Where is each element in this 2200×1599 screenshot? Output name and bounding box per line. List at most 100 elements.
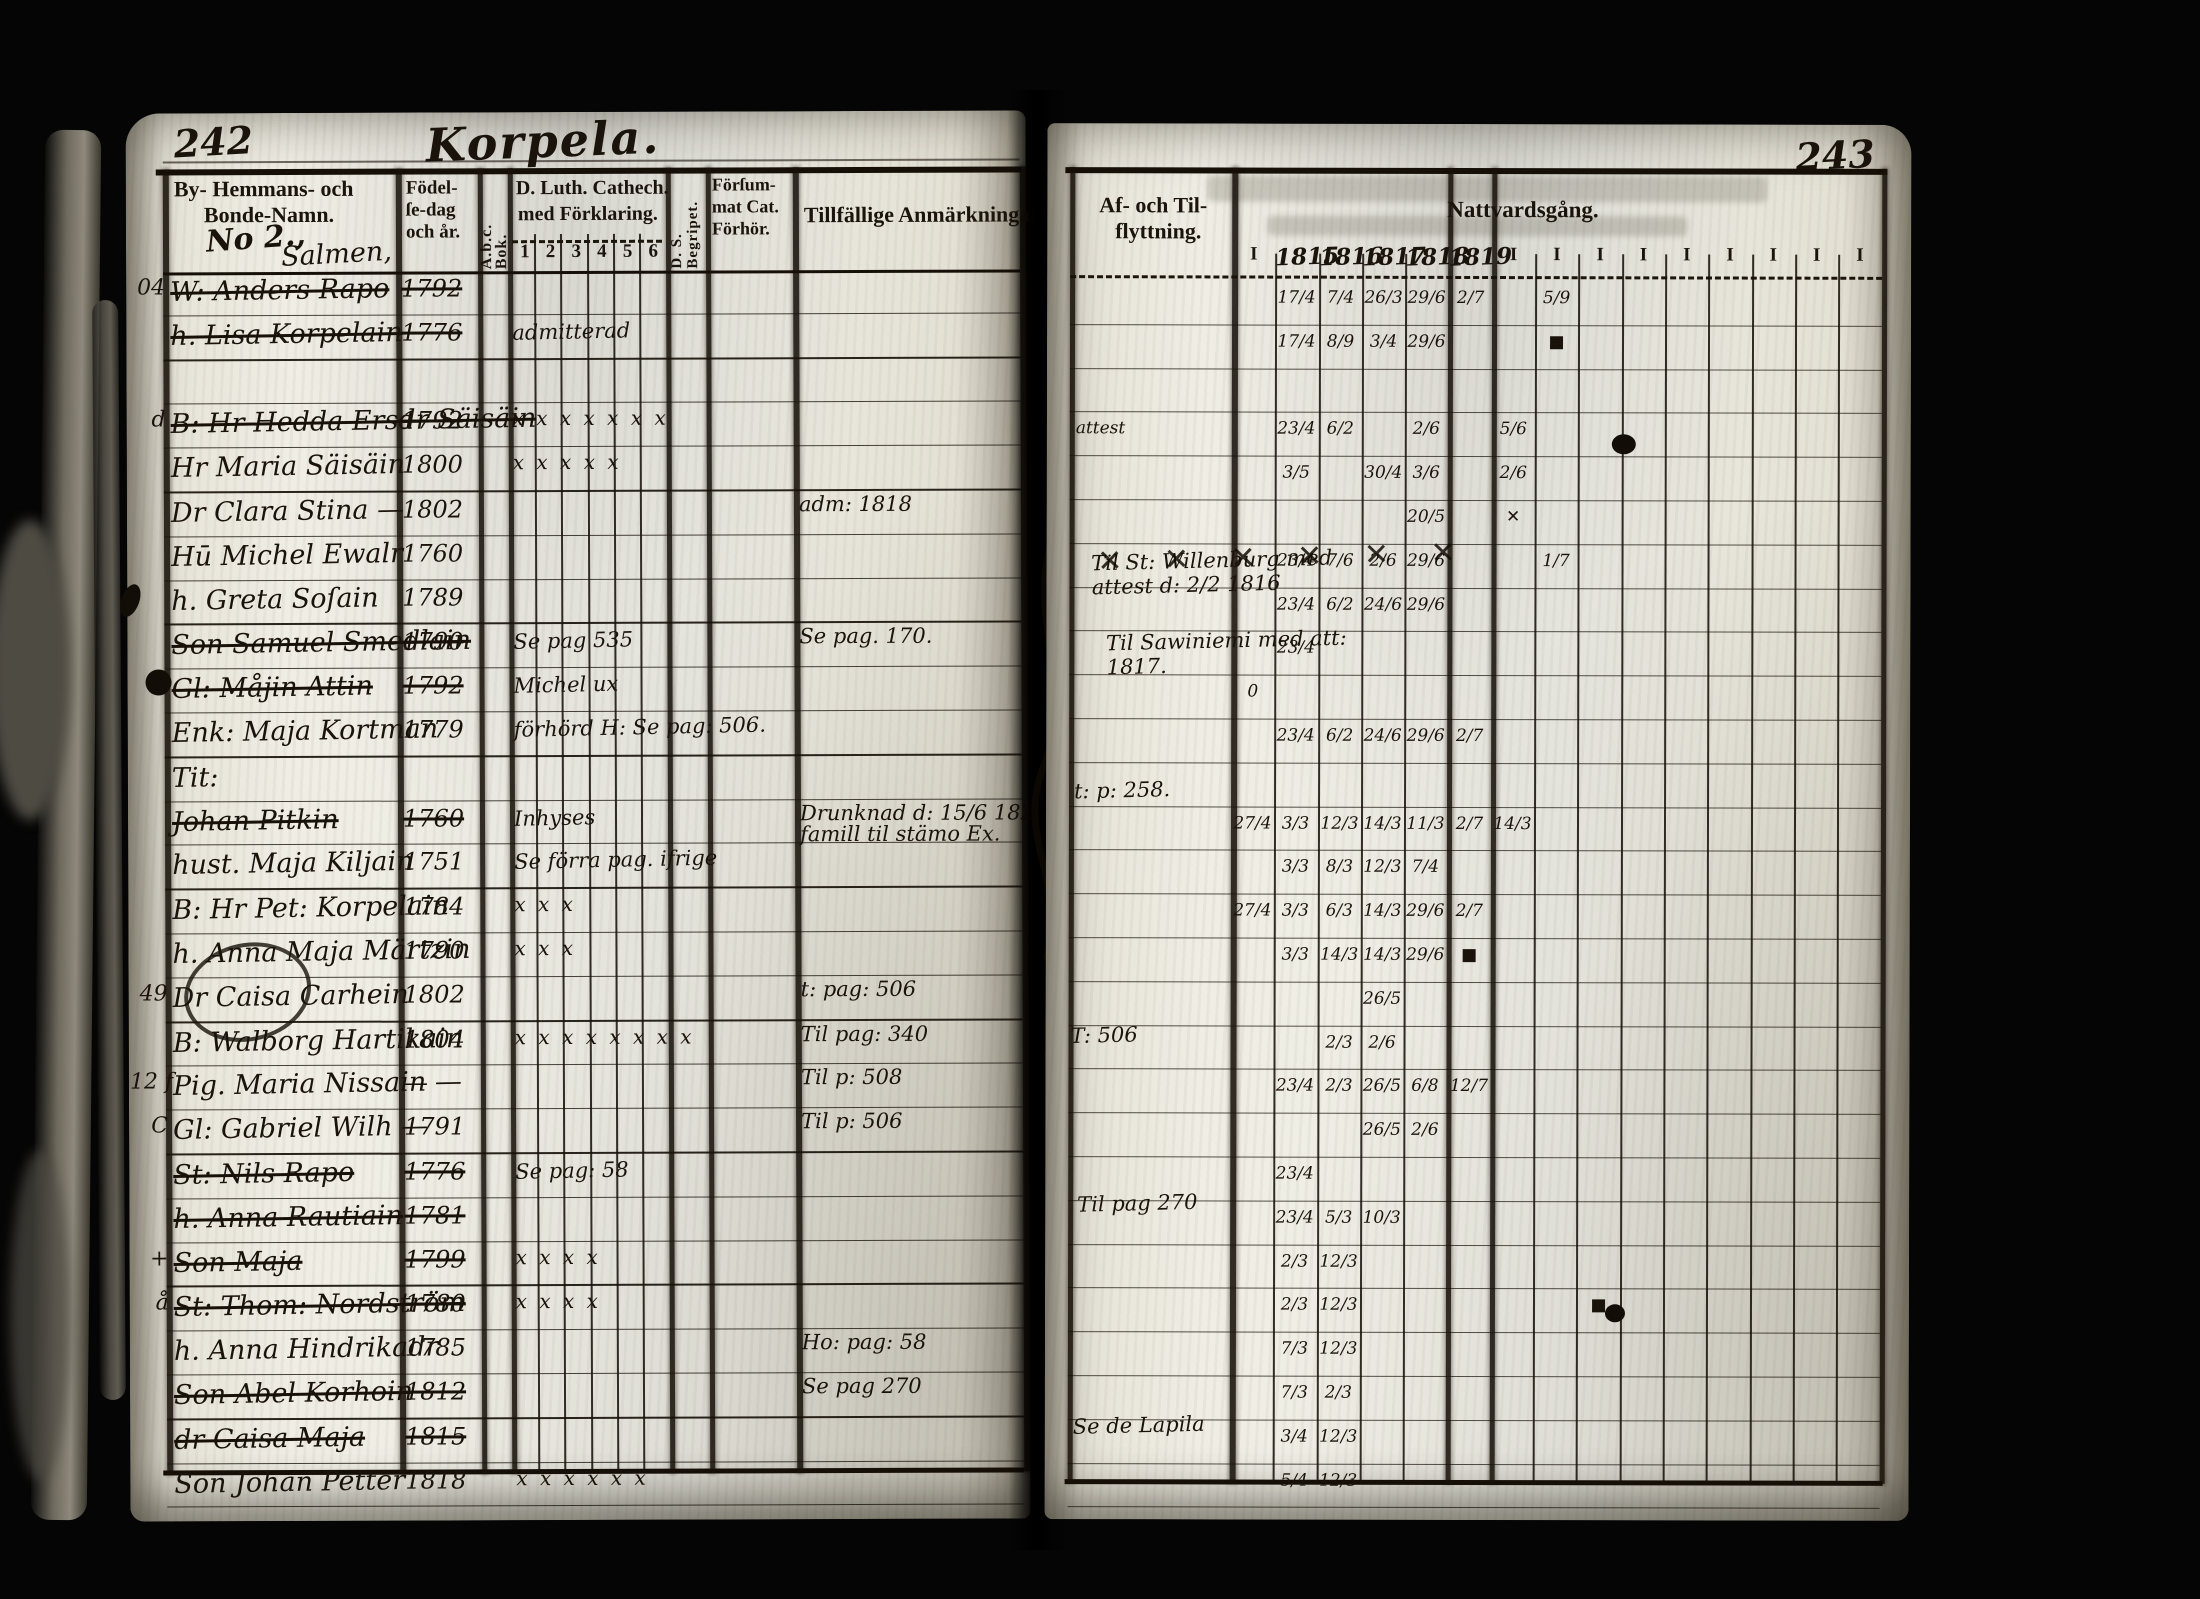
col-header-forsummat-1: Förſum-: [711, 174, 776, 195]
catechism-note-cell: [516, 1418, 816, 1424]
remark-cell: [799, 581, 1017, 582]
remark-line2: [802, 1288, 1020, 1289]
catechism-marks-cell: [515, 979, 669, 980]
communion-cell: 23/4: [1275, 1075, 1315, 1097]
table-row: 17/4 8/9 3/4 29/6 ■: [1069, 324, 1883, 371]
catechism-note-cell: Se pag: 58: [515, 1157, 629, 1184]
communion-cell: 2/6: [1412, 419, 1441, 440]
catechism-note-cell: [516, 1373, 816, 1379]
communion-cell: 3/3: [1281, 856, 1310, 878]
remark-line1: Ho: pag: 58: [801, 1329, 927, 1355]
remark-line1: [799, 670, 1017, 671]
margin-note: d: [151, 407, 166, 433]
communion-cell: 14/3: [1320, 944, 1359, 965]
communion-cell: 27/4: [1233, 900, 1272, 921]
remark-line2: [800, 891, 1018, 892]
communion-cell: 14/3: [1493, 813, 1532, 834]
name-cell: Hr Maria Säisäin: [170, 449, 406, 485]
year-header-cell: I: [1250, 243, 1258, 265]
remark-cell: [800, 846, 1018, 847]
name-cell: Son Maja: [173, 1245, 303, 1279]
remark-line2: [800, 713, 1018, 714]
table-row: [163, 358, 1021, 405]
table-row: 12 f Pig. Maria Nissain — — Til p: 508: [130, 1063, 1024, 1111]
name-cell: St: Thom: Nordström: [173, 1287, 466, 1324]
catechism-note-cell: Inhyses: [513, 804, 596, 831]
birth-year-cell: 1792: [401, 406, 463, 436]
catechism-number: 6: [648, 240, 659, 262]
communion-cell: ■: [1548, 331, 1565, 352]
name-cell: h. Lisa Korpelain: [170, 316, 403, 352]
communion-cell: 29/6: [1406, 594, 1446, 615]
margin-note: +: [150, 1245, 169, 1272]
communion-cell: 23/4: [1276, 594, 1316, 615]
page-reference-note: T: 506: [1070, 1022, 1138, 1049]
birth-year-cell: 1792: [401, 274, 463, 303]
catechism-marks-cell: [515, 1112, 669, 1113]
catechism-note-cell: [516, 1330, 816, 1336]
communion-cell: 6/2: [1326, 594, 1354, 615]
remark-line2: [802, 1464, 1020, 1465]
communion-cell: 14/3: [1363, 813, 1402, 834]
communion-cell: 3/5: [1282, 462, 1310, 483]
table-row: h. Anna Hindrikadr 1785 Ho: pag: 58: [166, 1328, 1024, 1376]
catechism-marks-cell: [515, 1200, 669, 1201]
remark-line1: [800, 934, 1018, 935]
catechism-marks-cell: [512, 362, 666, 363]
table-row: 2/3 12/3 ■: [1067, 1288, 1881, 1334]
table-row: hust. Maja Kiljain 1751 Se förra pag. if…: [165, 842, 1023, 891]
remark-line2: [799, 405, 1017, 406]
communion-cell: 12/3: [1319, 1470, 1358, 1491]
communion-cell: 26/3: [1364, 287, 1403, 308]
catechism-marks-cell: [516, 1421, 670, 1422]
communion-cell: 24/6: [1363, 725, 1402, 746]
remark-line1: [802, 1464, 1020, 1465]
col-header-names-1: By- Hemmans- och: [173, 175, 354, 202]
communion-cell: 2/3: [1280, 1294, 1309, 1315]
year-header-cell: 1816: [1318, 242, 1384, 272]
remark-line1: [802, 1420, 1020, 1421]
name-cell: h. Greta Soſain: [170, 581, 379, 617]
birth-year-cell: 1812: [404, 1377, 467, 1406]
communion-cell: 2/7: [1455, 813, 1484, 834]
communion-cell: 17/4: [1277, 287, 1316, 308]
table-row: St: Nils Rapo 1776 Se pag: 58: [166, 1152, 1024, 1200]
communion-cell: ✕: [1505, 507, 1521, 528]
left-page-number: 242: [172, 117, 255, 167]
communion-cell: 7/3: [1280, 1382, 1308, 1403]
migration-note-line1: Til Sawiniemi med att:: [1105, 625, 1347, 656]
communion-cell: 23/4: [1275, 1207, 1314, 1228]
remark-line2: [798, 361, 1016, 362]
communion-cell: 5/6: [1499, 419, 1528, 440]
table-row: 0: [1069, 675, 1882, 721]
catechism-note-cell: [513, 535, 813, 541]
communion-cell: 23/4: [1275, 1163, 1314, 1184]
col-header-nattvardsgang: Nattvardsgång.: [1447, 196, 1599, 223]
name-cell: Johan Pitkin: [171, 803, 339, 838]
communion-cell: 10/3: [1362, 1207, 1401, 1228]
communion-cell: 23/4: [1276, 725, 1315, 746]
communion-cell: 3/3: [1281, 813, 1310, 834]
remark-cell: t: pag: 506: [801, 977, 1019, 1001]
remark-line1: Til pag: 340: [800, 1021, 929, 1046]
communion-cell: 2/6: [1411, 1120, 1439, 1141]
remark-cell: [801, 1243, 1019, 1244]
remark-line1: [800, 758, 1018, 759]
remark-cell: [800, 934, 1018, 935]
remark-cell: Til pag: 340: [800, 1021, 1019, 1046]
table-row: h. Lisa Korpelain 1776 admitterad: [163, 313, 1021, 362]
col-header-flytt-1: Af- och Til-: [1099, 192, 1208, 218]
remark-line1: [801, 1155, 1019, 1156]
communion-cell: 1/7: [1542, 550, 1570, 571]
birth-year-cell: 1760: [402, 539, 464, 568]
remark-cell: Drunknad d: 15/6 1821 famill til stämo Ex…: [800, 800, 1047, 846]
flytt-cell: attest: [1075, 418, 1126, 439]
frame-line: [155, 166, 1022, 176]
communion-cell: 24/6: [1363, 594, 1403, 615]
name-cell: Son Johan Petter: [174, 1464, 406, 1500]
remark-cell: Se pag 270: [802, 1374, 1020, 1398]
communion-cell: 2/6: [1368, 1032, 1396, 1053]
communion-cell: 6/2: [1325, 725, 1354, 746]
table-row: Dr Clara Stina — 1802 adm: 1818: [163, 490, 1022, 538]
birth-year-cell: 1790: [403, 936, 465, 965]
